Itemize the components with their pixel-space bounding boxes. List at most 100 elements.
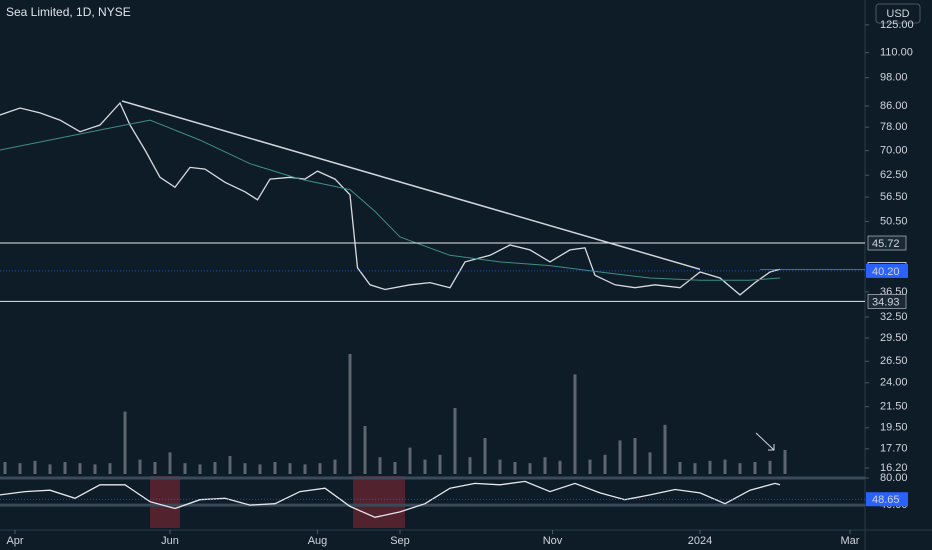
volume-bar [138,459,142,474]
volume-bar [378,457,382,474]
series-line [0,480,781,518]
y-tick-label: 26.50 [880,355,908,367]
arrow-head [768,444,775,451]
zone [353,476,405,528]
x-tick-label: Apr [6,535,23,547]
x-tick-label: Aug [308,535,328,547]
trendline [121,100,701,271]
volume-bar [303,464,307,474]
volume-bar [333,459,337,474]
volume-bar [78,463,82,474]
volume-bar [63,462,67,474]
volume-bar [318,463,322,474]
x-tick-label: 2024 [688,535,712,547]
volume-bar [348,354,352,474]
y-tick-label: 50.50 [880,215,908,227]
x-tick-label: Mar [841,535,860,547]
chart-title: Sea Limited, 1D, NYSE [6,5,131,19]
volume-bar [693,463,697,474]
volume-bar [498,459,502,474]
y-tick-label: 16.20 [880,462,908,474]
y-tick-label: 29.50 [880,332,908,344]
volume-bar [198,464,202,474]
y-tick-label: 56.50 [880,191,908,203]
volume-bar [633,438,637,474]
volume-bar [108,463,112,474]
y-tick-label: 32.50 [880,311,908,323]
series-line [0,119,781,281]
y-tick-label: 17.70 [880,443,908,455]
volume-bar [258,464,262,474]
volume-bar [543,457,547,474]
zone [150,476,180,528]
level-tag [867,294,907,309]
level-label: 45.72 [872,238,900,250]
volume-bar [228,456,232,474]
volume-bar [423,459,427,474]
volume-bar [663,424,667,474]
y-tick-label: 80.00 [880,472,908,484]
volume-bar [783,450,787,474]
volume-bar [393,462,397,474]
x-tick-label: Sep [390,535,410,547]
y-tick-label: 78.00 [880,121,908,133]
volume-bar [3,462,7,474]
y-tick-label: 19.50 [880,422,908,434]
volume-bar [573,374,577,474]
y-tick-label: 98.00 [880,72,908,84]
volume-bar [618,440,622,474]
volume-bar [243,463,247,474]
y-tick-label: 70.00 [880,145,908,157]
volume-bar [408,447,412,474]
level-tag [867,235,907,251]
y-tick-label: 62.50 [880,169,908,181]
volume-bar [588,459,592,474]
volume-bar [93,464,97,474]
volume-bar [213,462,217,474]
volume-bar [483,438,487,474]
volume-bar [33,460,37,474]
y-tick-label: 21.50 [880,401,908,413]
y-tick-label: 86.00 [880,100,908,112]
volume-bar [18,463,22,474]
volume-bar [513,462,517,474]
volume-bar [468,457,472,474]
volume-bar [183,463,187,474]
volume-bar [288,463,292,474]
y-tick-label: 125.00 [880,19,914,31]
level-label: 34.93 [872,296,900,308]
volume-bar [723,459,727,474]
volume-bar [528,463,532,474]
volume-bar [168,452,172,474]
volume-bar [363,426,367,474]
series-line [0,101,781,296]
last-tag [866,492,908,507]
last-label: 48.65 [872,494,900,506]
x-tick-label: Nov [543,535,563,547]
volume-bar [768,460,772,474]
y-tick-label: 24.00 [880,377,908,389]
currency[interactable]: USD [886,8,909,20]
volume-bar [558,460,562,474]
volume-bar [123,411,127,474]
x-tick-label: Jun [161,535,179,547]
volume-bar [273,462,277,474]
volume-bar [48,464,52,474]
arrow [755,432,775,451]
volume-bar [753,462,757,474]
volume-bar [648,452,652,474]
volume-bar [438,454,442,474]
volume-bar [708,460,712,474]
currency-button[interactable] [875,3,921,24]
last-label: 40.20 [872,266,900,278]
volume-bar [153,462,157,474]
last-tag [866,263,908,278]
volume-bar [678,462,682,474]
volume-bar [453,408,457,474]
y-tick-label: 110.00 [880,47,913,59]
volume-bar [738,463,742,474]
volume-bar [603,454,607,474]
